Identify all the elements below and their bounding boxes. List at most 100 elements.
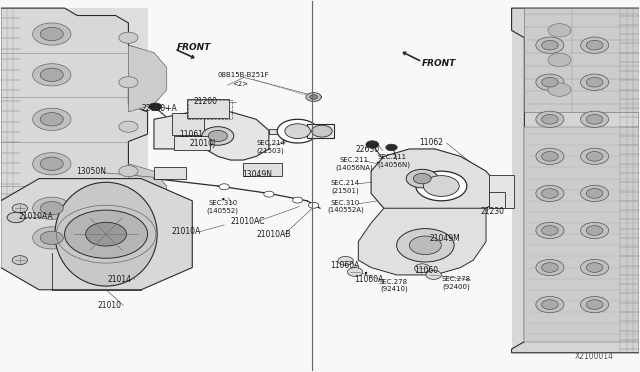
- Polygon shape: [1, 179, 192, 290]
- Polygon shape: [358, 208, 486, 275]
- Circle shape: [415, 264, 430, 273]
- Bar: [154, 167, 186, 179]
- Text: 11060: 11060: [415, 266, 438, 275]
- Text: 11060A: 11060A: [330, 261, 360, 270]
- Circle shape: [580, 74, 609, 90]
- Text: X2100014: X2100014: [575, 352, 614, 361]
- Circle shape: [586, 300, 603, 310]
- Circle shape: [580, 37, 609, 53]
- Circle shape: [338, 256, 353, 265]
- Circle shape: [202, 127, 234, 145]
- Circle shape: [397, 229, 454, 262]
- Circle shape: [119, 166, 138, 177]
- Circle shape: [548, 83, 571, 96]
- Text: (92410): (92410): [380, 286, 408, 292]
- Circle shape: [536, 148, 564, 164]
- Text: SEC.278: SEC.278: [442, 276, 470, 282]
- Circle shape: [586, 77, 603, 87]
- Circle shape: [541, 151, 558, 161]
- Polygon shape: [1, 8, 148, 260]
- Circle shape: [536, 185, 564, 202]
- Circle shape: [426, 270, 442, 279]
- Text: SEC.214: SEC.214: [256, 140, 285, 146]
- Circle shape: [541, 226, 558, 235]
- Circle shape: [536, 37, 564, 53]
- Text: (140552A): (140552A): [328, 207, 364, 213]
- Circle shape: [12, 204, 28, 213]
- Ellipse shape: [55, 182, 157, 286]
- Text: (14056N): (14056N): [378, 161, 410, 168]
- Text: 21230: 21230: [481, 208, 505, 217]
- Polygon shape: [511, 8, 639, 353]
- Polygon shape: [129, 45, 167, 112]
- Text: 21010: 21010: [98, 301, 122, 310]
- Circle shape: [119, 32, 138, 43]
- Circle shape: [586, 263, 603, 272]
- Circle shape: [413, 173, 431, 184]
- Polygon shape: [499, 179, 511, 201]
- Bar: [524, 8, 639, 112]
- Circle shape: [548, 24, 571, 37]
- Circle shape: [277, 119, 318, 143]
- Circle shape: [536, 259, 564, 276]
- Bar: [243, 163, 282, 176]
- Text: (21501): (21501): [332, 187, 359, 194]
- Text: 22630+A: 22630+A: [141, 104, 177, 113]
- Text: SEC.214: SEC.214: [330, 180, 359, 186]
- Text: SEC.278: SEC.278: [379, 279, 408, 285]
- Circle shape: [366, 141, 379, 148]
- Circle shape: [386, 144, 397, 151]
- Circle shape: [40, 157, 63, 170]
- Circle shape: [586, 151, 603, 161]
- Text: 13049N: 13049N: [242, 170, 272, 179]
- Circle shape: [580, 185, 609, 202]
- Polygon shape: [371, 149, 499, 223]
- Circle shape: [264, 191, 274, 197]
- Bar: [187, 99, 228, 118]
- Bar: [511, 8, 639, 353]
- Bar: [172, 113, 204, 135]
- Bar: [307, 125, 334, 138]
- Text: 21010AC: 21010AC: [230, 217, 265, 226]
- Text: (92400): (92400): [443, 283, 470, 290]
- Text: FRONT: FRONT: [176, 42, 211, 51]
- Circle shape: [33, 64, 71, 86]
- Circle shape: [541, 40, 558, 50]
- Circle shape: [536, 74, 564, 90]
- Text: 21200: 21200: [193, 97, 218, 106]
- Polygon shape: [154, 112, 269, 160]
- Text: 21014: 21014: [108, 275, 132, 284]
- Bar: [488, 175, 514, 208]
- Circle shape: [541, 77, 558, 87]
- Text: <2>: <2>: [232, 81, 248, 87]
- Bar: [1, 8, 148, 267]
- Bar: [174, 136, 209, 150]
- Circle shape: [40, 28, 63, 41]
- Circle shape: [541, 300, 558, 310]
- Circle shape: [208, 131, 227, 141]
- Circle shape: [580, 259, 609, 276]
- Text: SEC.211: SEC.211: [339, 157, 368, 163]
- Polygon shape: [129, 164, 167, 231]
- Circle shape: [33, 227, 71, 249]
- Circle shape: [119, 121, 138, 132]
- Text: SEC.310: SEC.310: [330, 200, 360, 206]
- Circle shape: [86, 222, 127, 246]
- Text: 22630: 22630: [356, 145, 380, 154]
- Circle shape: [219, 184, 229, 190]
- Circle shape: [33, 153, 71, 175]
- Circle shape: [149, 103, 162, 110]
- Circle shape: [40, 231, 63, 244]
- Circle shape: [541, 189, 558, 198]
- Circle shape: [548, 53, 571, 67]
- Text: (14056NA): (14056NA): [335, 164, 373, 171]
- Text: 21010A: 21010A: [172, 227, 201, 236]
- Circle shape: [586, 115, 603, 124]
- Circle shape: [310, 95, 317, 99]
- Circle shape: [541, 263, 558, 272]
- Circle shape: [7, 212, 25, 223]
- Circle shape: [308, 202, 319, 208]
- Bar: [524, 127, 639, 341]
- Circle shape: [33, 197, 71, 219]
- Text: 13050N: 13050N: [76, 167, 106, 176]
